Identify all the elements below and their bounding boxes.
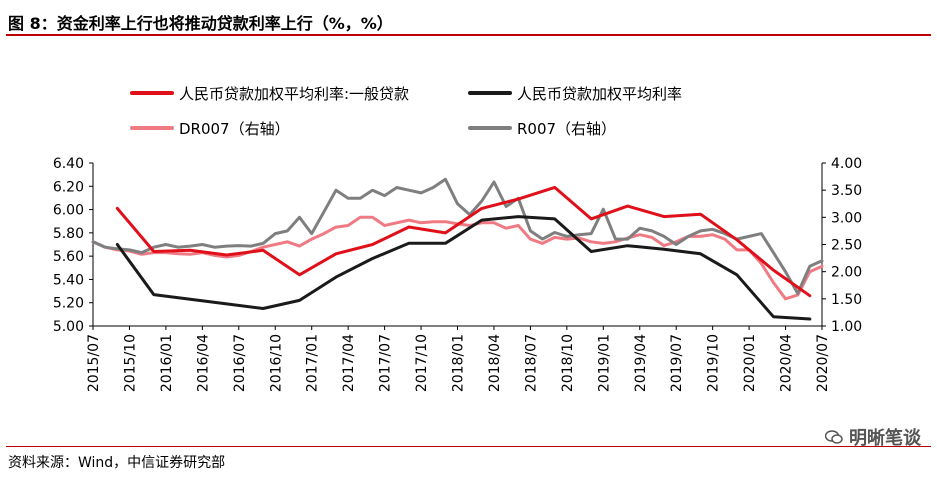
- left-y-tick-label: 5.00: [53, 319, 84, 335]
- legend-label: R007（右轴）: [517, 120, 616, 138]
- x-tick-label: 2020/04: [779, 334, 795, 392]
- brand-watermark: 明晰笔谈: [825, 424, 921, 450]
- left-y-tick-label: 5.60: [53, 249, 84, 265]
- left-y-tick-label: 6.20: [53, 179, 84, 195]
- x-tick-label: 2018/01: [451, 334, 467, 392]
- series-line-1: [115, 185, 812, 298]
- x-tick-label: 2016/04: [195, 334, 211, 392]
- right-y-tick-label: 3.50: [831, 183, 862, 199]
- x-tick-label: 2020/01: [742, 334, 758, 392]
- title-divider: [6, 34, 931, 36]
- right-y-tick-label: 2.50: [831, 238, 862, 254]
- left-y-tick-label: 5.40: [53, 272, 84, 288]
- x-tick-label: 2020/07: [815, 334, 831, 392]
- x-tick-label: 2018/07: [523, 334, 539, 392]
- source-note: 资料来源：Wind，中信证券研究部: [8, 455, 226, 471]
- right-y-tick-label: 2.00: [831, 265, 862, 281]
- x-tick-label: 2016/07: [232, 334, 248, 392]
- right-y-tick-label: 3.00: [831, 210, 862, 226]
- x-tick-label: 2019/10: [706, 334, 722, 392]
- left-y-tick-label: 5.20: [53, 296, 84, 312]
- left-y-tick-label: 6.00: [53, 203, 84, 219]
- right-y-tick-label: 1.50: [831, 292, 862, 308]
- chart-title: 图 8：资金利率上行也将推动贷款利率上行（%，%）: [8, 14, 393, 33]
- left-y-tick-label: 5.80: [53, 226, 84, 242]
- legend-label: 人民币贷款加权平均利率: [517, 85, 682, 103]
- left-y-tick-label: 6.40: [53, 156, 84, 172]
- x-tick-label: 2019/07: [669, 334, 685, 392]
- x-tick-label: 2017/07: [378, 334, 394, 392]
- x-tick-label: 2019/04: [633, 334, 649, 392]
- series-line-4: [91, 177, 824, 295]
- wechat-icon: [825, 430, 843, 444]
- legend-label: 人民币贷款加权平均利率:一般贷款: [179, 85, 409, 103]
- right-y-tick-label: 1.00: [831, 319, 862, 335]
- footer-divider: [6, 446, 931, 447]
- x-tick-label: 2019/01: [596, 334, 612, 392]
- chart-axes: 5.00 5.20 5.40 5.60 5.80 6.00 6.20 6.40 1.00 1.50…: [53, 156, 862, 392]
- series-line-2: [115, 215, 812, 321]
- x-tick-label: 2018/04: [487, 334, 503, 392]
- chart-plot-area: [91, 177, 824, 321]
- right-y-tick-label: 4.00: [831, 156, 862, 172]
- x-tick-label: 2015/07: [86, 334, 102, 392]
- chart-legend: 人民币贷款加权平均利率:一般贷款 人民币贷款加权平均利率 DR007（右轴） R007…: [130, 85, 682, 138]
- brand-name: 明晰笔谈: [849, 428, 921, 449]
- x-tick-label: 2016/10: [268, 334, 284, 392]
- legend-label: DR007（右轴）: [179, 120, 290, 138]
- x-tick-label: 2018/10: [560, 334, 576, 392]
- x-tick-label: 2016/01: [159, 334, 175, 392]
- x-tick-label: 2017/04: [341, 334, 357, 392]
- x-tick-label: 2017/10: [414, 334, 430, 392]
- x-tick-label: 2017/01: [305, 334, 321, 392]
- x-tick-label: 2015/10: [122, 334, 138, 392]
